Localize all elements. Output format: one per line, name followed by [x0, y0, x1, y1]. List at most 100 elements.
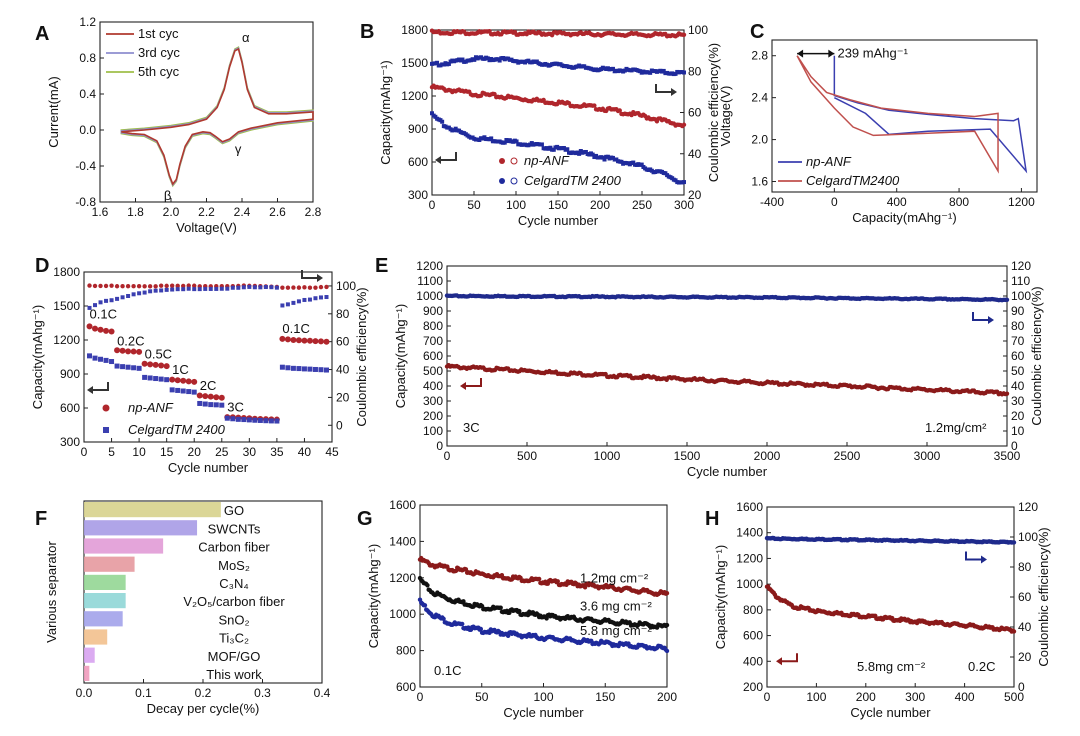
panel-B-point — [539, 142, 544, 147]
panel-D-point — [284, 336, 291, 343]
panel-E-y2label: Coulombic efficiency(%) — [1029, 286, 1044, 425]
panel-D-label: D — [35, 255, 49, 277]
panel-D-xtick-label: 30 — [243, 445, 257, 459]
panel-H-xtick-label: 100 — [806, 690, 826, 704]
panel-D-point — [185, 378, 192, 385]
panel-B-axis-arrowhead — [671, 88, 677, 96]
panel-D-point — [279, 364, 285, 370]
panel-D-y2tick-label: 0 — [336, 418, 343, 432]
panel-H-y2tick-label: 20 — [1018, 650, 1032, 664]
panel-F-xtick-label: 0.3 — [254, 686, 271, 700]
panel-D-point — [125, 348, 132, 355]
panel-D-ytick-label: 600 — [60, 401, 80, 415]
panel-D-point — [247, 284, 252, 289]
panel-B-point — [551, 147, 556, 152]
panel-A-annotation-gamma: γ — [235, 141, 242, 156]
panel-D-point — [241, 285, 246, 290]
panel-B-legend-marker — [499, 178, 505, 184]
panel-D-point — [296, 285, 302, 290]
panel-F-bar-label: Carbon fiber — [198, 540, 270, 555]
panel-G-frame — [419, 504, 668, 688]
panel-D-point — [126, 293, 131, 298]
panel-D-point — [274, 285, 279, 290]
panel-D-rate-label: 0.2C — [117, 334, 144, 349]
panel-D-point — [131, 283, 136, 289]
panel-D-point — [323, 338, 330, 345]
panel-D-point — [301, 366, 307, 372]
panel-E-ytick-label: 500 — [423, 364, 443, 378]
panel-D-point — [213, 394, 220, 401]
panel-D-point — [103, 357, 109, 363]
panel-F-ylabel: Various separator — [44, 541, 59, 643]
panel-H-ylabel: Capacity(mAhg⁻¹) — [713, 545, 728, 649]
panel-D-point — [302, 297, 307, 302]
panel-D-y2label: Coulombic efficiency(%) — [354, 287, 369, 426]
panel-D-point — [313, 296, 318, 301]
panel-D-ytick-label: 1500 — [53, 299, 80, 313]
panel-D-point — [224, 415, 230, 421]
panel-D-point — [152, 361, 159, 368]
panel-A-xtick-label: 2.2 — [198, 205, 215, 219]
panel-D-point — [164, 287, 169, 292]
panel-D-point — [318, 284, 324, 290]
panel-F-bar-label: V₂O₅/carbon fiber — [183, 594, 285, 609]
panel-B-xtick-label: 200 — [590, 198, 610, 212]
panel-D-point — [296, 366, 302, 372]
panel-D-point — [104, 298, 109, 303]
panel-E-xtick-label: 0 — [444, 449, 451, 463]
panel-E-y2tick-label: 110 — [1011, 274, 1030, 288]
panel-B-y2tick-label: 100 — [688, 23, 708, 37]
panel-C-xtick-label: 0 — [831, 195, 838, 209]
panel-D-legend-label: CelgardTM 2400 — [128, 422, 226, 437]
panel-D-point — [191, 389, 197, 395]
panel-D-xtick-label: 35 — [270, 445, 284, 459]
panel-B-point — [617, 108, 622, 113]
panel-D-point — [164, 377, 170, 383]
panel-H-ytick-label: 600 — [743, 629, 763, 643]
panel-H-point — [1011, 540, 1017, 545]
panel-D-point — [274, 418, 280, 424]
panel-B-point — [514, 139, 519, 144]
panel-A-annotation-alpha: α — [242, 30, 250, 45]
panel-F-bar-label: MoS₂ — [218, 558, 250, 573]
panel-D-point — [153, 288, 158, 293]
panel-D-point — [280, 285, 285, 290]
panel-D-point — [241, 417, 247, 423]
panel-D-xtick-label: 15 — [160, 445, 174, 459]
panel-G-ytick-label: 1600 — [389, 498, 416, 512]
panel-C-xtick-label: 800 — [949, 195, 969, 209]
panel-H-ytick-label: 1600 — [736, 500, 763, 514]
panel-D-point — [181, 283, 186, 289]
panel-H-y2tick-label: 60 — [1018, 590, 1032, 604]
panel-D-point — [97, 326, 104, 333]
panel-D-point — [246, 417, 252, 423]
panel-B-y2tick-label: 80 — [688, 64, 702, 78]
panel-D-point — [230, 285, 235, 290]
panel-D-point — [158, 376, 164, 382]
panel-E-ytick-label: 1100 — [417, 274, 443, 288]
panel-C-legend-label: np-ANF — [806, 154, 852, 169]
panel-G-point — [478, 626, 484, 632]
panel-D-point — [258, 285, 263, 290]
panel-D-point — [323, 367, 329, 373]
panel-F-bar-label: SWCNTs — [208, 521, 261, 536]
panel-H-xtick-label: 200 — [856, 690, 876, 704]
panel-F-bar — [84, 538, 164, 554]
panel-D-point — [98, 300, 103, 305]
panel-D-axis-arrow — [301, 270, 318, 279]
panel-H-xtick-label: 300 — [905, 690, 925, 704]
panel-G-ytick-label: 800 — [396, 644, 416, 658]
panel-D-ytick-label: 900 — [60, 367, 80, 381]
panel-D-point — [92, 325, 99, 332]
panel-E-y2tick-label: 80 — [1011, 319, 1025, 333]
panel-D-legend-marker — [102, 404, 110, 412]
panel-G-annotation-rate: 0.1C — [434, 663, 461, 678]
panel-B-point — [590, 152, 595, 157]
panel-D-rate-label: 0.5C — [145, 347, 172, 362]
panel-D-point — [213, 402, 219, 408]
panel-D-point — [181, 287, 186, 292]
panel-F-bar — [84, 574, 126, 590]
panel-E-xtick-label: 500 — [517, 449, 537, 463]
panel-B-point — [610, 66, 615, 71]
panel-E-axis-arrowhead — [460, 382, 466, 390]
